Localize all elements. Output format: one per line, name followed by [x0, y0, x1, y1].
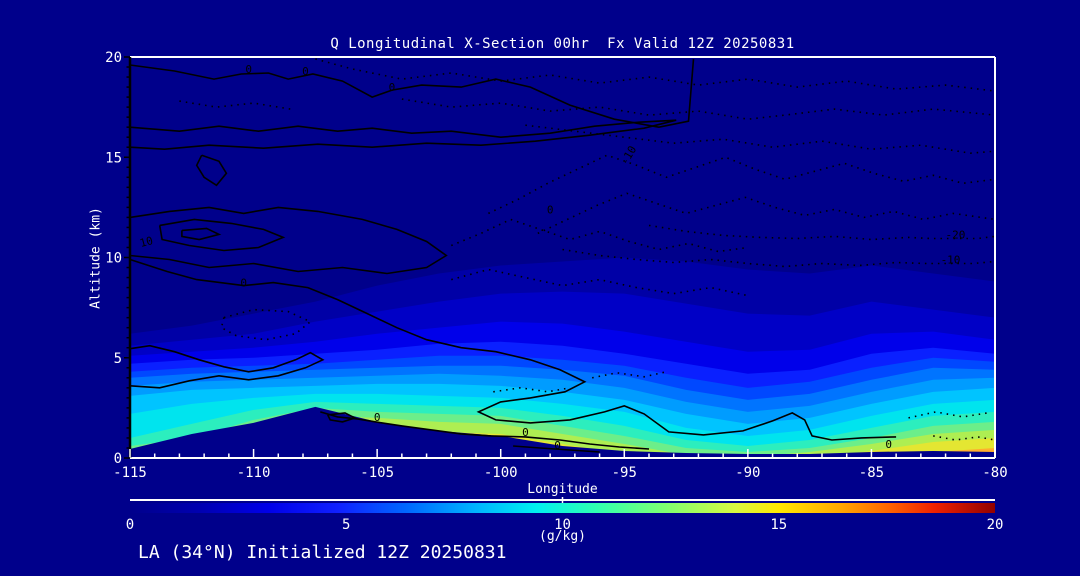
y-tick-label: 15 [105, 150, 122, 166]
contour-label: 0 [547, 203, 554, 216]
x-tick-label: -85 [859, 465, 884, 481]
x-tick-label: -105 [360, 465, 394, 481]
dotted-contour-line [562, 248, 996, 268]
solid-contour-line [129, 206, 448, 275]
x-tick-label: -95 [612, 465, 637, 481]
terrain-silhouette [130, 406, 995, 458]
contour-label: 0 [374, 411, 381, 424]
solid-contour-line [129, 58, 695, 129]
y-tick-label: 20 [105, 50, 122, 66]
contour-label: 0 [522, 426, 529, 439]
y-axis-label: Altitude (km) [88, 207, 104, 309]
solid-contour-line [326, 412, 357, 423]
solid-contour-line [195, 154, 228, 187]
init-annotation: LA (34°N) Initialized 12Z 20250831 [138, 542, 507, 563]
colorbar-tick-label: 20 [987, 517, 1004, 533]
dotted-contour-line [450, 218, 749, 253]
colorbar-gradient [130, 503, 995, 513]
solid-contour-line [513, 445, 600, 453]
solid-contour-line [129, 344, 325, 389]
dotted-contour-line [933, 435, 996, 441]
dotted-contour-line [537, 192, 996, 235]
solid-contour-line [320, 411, 650, 450]
contour-label: 0 [302, 65, 309, 78]
contour-label: 0 [245, 63, 252, 76]
dotted-contour-line [908, 411, 988, 419]
dotted-contour-line [493, 386, 571, 393]
x-tick-label: -115 [113, 465, 147, 481]
y-tick-label: 5 [114, 351, 122, 367]
solid-contour-line [181, 227, 222, 241]
dotted-contour-line [315, 58, 996, 92]
colorbar-tick-label: 15 [770, 517, 787, 533]
plot-title: Q Longitudinal X-Section 00hr Fx Valid 1… [330, 36, 795, 52]
contour-label: 0 [389, 81, 396, 94]
dotted-contour-line [488, 154, 996, 215]
colorbar-tick-label: 5 [342, 517, 350, 533]
contour-label: -10 [941, 254, 961, 267]
contour-label: 10 [138, 234, 154, 250]
colorbar-units-label: (g/kg) [539, 529, 586, 544]
x-tick-label: -100 [484, 465, 518, 481]
x-tick-label: -110 [237, 465, 271, 481]
solid-contour-line [158, 218, 286, 252]
y-tick-label: 0 [114, 451, 122, 467]
solid-contour-line [129, 258, 897, 441]
x-tick-label: -90 [735, 465, 760, 481]
contour-label: 0 [240, 277, 247, 290]
solid-contour-line [129, 119, 677, 151]
y-tick-label: 10 [105, 251, 122, 267]
contour-label: 0 [554, 439, 561, 452]
x-axis-label: Longitude [527, 482, 598, 497]
contour-label: 0 [885, 438, 892, 451]
colorbar-tick-label: 10 [554, 517, 571, 533]
x-tick-label: -80 [982, 465, 1007, 481]
contour-label: -20 [946, 228, 966, 241]
colorbar-tick-label: 0 [126, 517, 134, 533]
